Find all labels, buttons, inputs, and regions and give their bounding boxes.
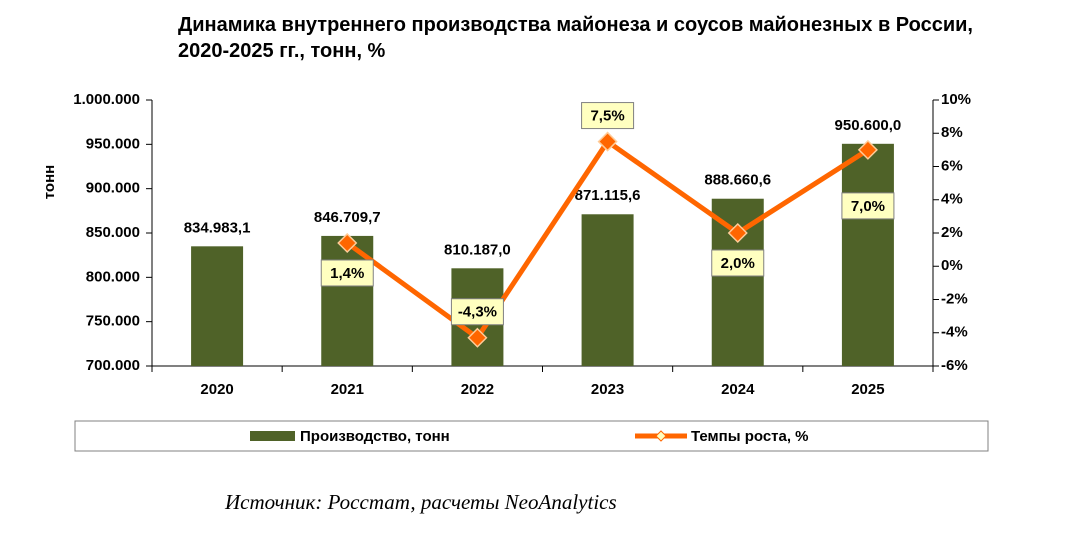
y-tick-label: 750.000 xyxy=(86,313,140,330)
y-tick-label: 950.000 xyxy=(86,135,140,152)
bar-value-label: 810.187,0 xyxy=(444,241,511,258)
y-tick-label: 900.000 xyxy=(86,180,140,197)
bar-value-label: 846.709,7 xyxy=(314,209,381,226)
y-tick-label: 1.000.000 xyxy=(73,91,140,108)
line-value-label: -4,3% xyxy=(458,304,497,321)
y2-tick-label: -4% xyxy=(941,324,968,341)
y-tick-label: 800.000 xyxy=(86,268,140,285)
y2-tick-label: 10% xyxy=(941,91,971,108)
line-value-label: 7,5% xyxy=(590,108,624,125)
line-value-label: 1,4% xyxy=(330,265,364,282)
x-tick-label: 2024 xyxy=(721,381,755,398)
value-label-box xyxy=(841,192,895,220)
y-tick-label: 850.000 xyxy=(86,224,140,241)
bar xyxy=(581,214,634,366)
value-label-box xyxy=(711,249,765,277)
legend-label: Темпы роста, % xyxy=(691,428,809,445)
value-label-box xyxy=(450,298,504,326)
value-label-box xyxy=(320,259,374,287)
bar-value-label: 834.983,1 xyxy=(184,219,251,236)
y2-tick-label: 2% xyxy=(941,224,963,241)
y2-tick-label: 0% xyxy=(941,257,963,274)
chart-title: Динамика внутреннего производства майоне… xyxy=(178,14,973,62)
bar-value-label: 871.115,6 xyxy=(575,187,641,204)
x-tick-label: 2021 xyxy=(331,381,364,398)
bar xyxy=(191,246,244,366)
line-marker xyxy=(467,327,488,348)
line-value-label: 2,0% xyxy=(721,255,755,272)
legend-swatch xyxy=(250,431,295,441)
line-marker xyxy=(597,131,618,152)
x-tick-label: 2020 xyxy=(200,381,233,398)
line-marker xyxy=(857,139,878,160)
y2-tick-label: -2% xyxy=(941,290,968,307)
legend-label: Производство, тонн xyxy=(300,428,450,445)
y-axis-label: тонн xyxy=(41,165,58,199)
line-value-label: 7,0% xyxy=(851,198,885,215)
y2-tick-label: 8% xyxy=(941,124,963,141)
x-tick-label: 2023 xyxy=(591,381,624,398)
source-note: Источник: Росстат, расчеты NeoAnalytics xyxy=(225,490,617,514)
bar-value-label: 888.660,6 xyxy=(704,172,771,189)
y-tick-label: 700.000 xyxy=(86,357,140,374)
line-marker xyxy=(337,232,358,254)
x-tick-label: 2025 xyxy=(851,381,884,398)
bar xyxy=(841,143,894,366)
legend-marker xyxy=(655,430,667,442)
legend-box xyxy=(74,420,989,452)
y2-tick-label: -6% xyxy=(941,357,968,374)
x-tick-label: 2022 xyxy=(461,381,494,398)
y2-tick-label: 4% xyxy=(941,191,963,208)
line-marker xyxy=(727,222,748,244)
bar-value-label: 950.600,0 xyxy=(835,117,902,134)
value-label-box xyxy=(581,102,635,130)
y2-tick-label: 6% xyxy=(941,157,963,174)
